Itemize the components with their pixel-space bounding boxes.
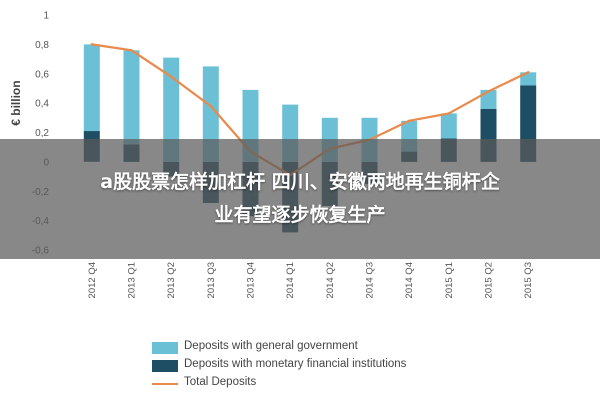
total-deposits-point bbox=[487, 90, 490, 93]
x-tick-label: 2015 Q2 bbox=[484, 262, 495, 298]
overlay-headline: a股股票怎样加杠杆 四川、安徽两地再生铜杆企 业有望逐步恢复生产 bbox=[20, 166, 580, 232]
bar-segment bbox=[123, 50, 140, 145]
overlay-headline-line1: a股股票怎样加杠杆 四川、安徽两地再生铜杆企 bbox=[100, 171, 500, 193]
legend-label-total-deposits: Total Deposits bbox=[184, 376, 257, 388]
x-tick-label: 2015 Q1 bbox=[444, 262, 455, 298]
bar-segment bbox=[480, 89, 497, 109]
total-deposits-point bbox=[447, 112, 450, 115]
x-axis: 2012 Q4 2013 Q1 2013 Q2 2013 Q3 2013 Q4 2014 … bbox=[87, 262, 534, 298]
x-tick-label: 2014 Q4 bbox=[404, 262, 415, 298]
x-tick-label: 2013 Q1 bbox=[127, 262, 138, 298]
bar-segment bbox=[520, 72, 537, 86]
y-tick-label: 0,2 bbox=[35, 128, 49, 139]
x-tick-label: 2014 Q2 bbox=[325, 262, 336, 298]
y-tick-label: 1 bbox=[43, 11, 49, 22]
x-tick-label: 2013 Q2 bbox=[166, 262, 177, 298]
total-deposits-point bbox=[130, 49, 133, 52]
x-tick-label: 2012 Q4 bbox=[87, 262, 98, 298]
legend-swatch-total-deposits bbox=[152, 383, 178, 385]
overlay-headline-line2: 业有望逐步恢复生产 bbox=[214, 204, 386, 226]
total-deposits-point bbox=[90, 43, 94, 46]
legend-label-mfi: Deposits with monetary financial institu… bbox=[184, 358, 407, 370]
x-tick-label: 2014 Q1 bbox=[285, 262, 296, 298]
total-deposits-point bbox=[408, 119, 411, 123]
total-deposits-point bbox=[209, 104, 212, 108]
x-tick-label: 2013 Q3 bbox=[206, 262, 217, 298]
y-tick-label: 0,8 bbox=[35, 40, 49, 51]
legend-swatch-general-government bbox=[152, 342, 178, 354]
total-deposits-point bbox=[527, 71, 530, 74]
total-deposits-point bbox=[170, 75, 173, 78]
x-tick-label: 2015 Q3 bbox=[523, 262, 534, 298]
x-tick-label: 2013 Q4 bbox=[246, 262, 257, 298]
bar-segment bbox=[83, 44, 100, 132]
overlay-banner bbox=[0, 139, 600, 259]
y-axis-label: € billion bbox=[9, 80, 23, 125]
y-tick-label: 0,4 bbox=[35, 99, 49, 110]
x-tick-label: 2014 Q3 bbox=[365, 262, 376, 298]
y-tick-label: 0,6 bbox=[35, 69, 49, 80]
bar-segment bbox=[163, 57, 180, 162]
bar-segment bbox=[440, 113, 457, 139]
legend-label-general-government: Deposits with general government bbox=[184, 340, 358, 352]
legend-swatch-mfi bbox=[152, 360, 178, 372]
bar-segment bbox=[202, 66, 219, 162]
